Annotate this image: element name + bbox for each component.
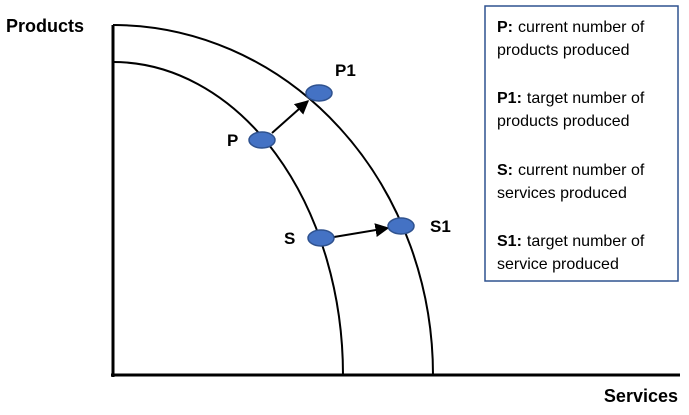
legend-line: P1: target number of bbox=[497, 90, 645, 107]
point-label: S1 bbox=[430, 217, 451, 236]
legend-term: P: bbox=[497, 19, 513, 36]
legend-term: S: bbox=[497, 162, 513, 179]
legend-line: products produced bbox=[497, 42, 630, 59]
point-label: P1 bbox=[335, 61, 356, 80]
legend-line: P: current number of bbox=[497, 19, 645, 36]
inner-curve bbox=[112, 61, 344, 376]
point bbox=[305, 84, 333, 102]
point bbox=[248, 131, 276, 149]
legend-line: S1: target number of bbox=[497, 233, 645, 250]
legend-line: products produced bbox=[497, 113, 630, 130]
point bbox=[387, 217, 415, 235]
arrow bbox=[333, 223, 390, 238]
x-axis-label: Services bbox=[604, 386, 678, 406]
arrow bbox=[271, 100, 310, 134]
legend-line: service produced bbox=[497, 256, 619, 273]
legend-term: P1: bbox=[497, 90, 522, 107]
point-label: P bbox=[227, 131, 238, 150]
legend: P: current number of products produced P1: t… bbox=[497, 19, 645, 273]
legend-text: target number of bbox=[527, 90, 645, 107]
point-label: S bbox=[284, 229, 295, 248]
legend-text: current number of bbox=[518, 19, 645, 36]
point bbox=[307, 229, 335, 247]
y-axis-label: Products bbox=[6, 16, 84, 36]
legend-line: S: current number of bbox=[497, 162, 645, 179]
legend-line: services produced bbox=[497, 185, 627, 202]
legend-box bbox=[484, 5, 679, 282]
outer-curve bbox=[112, 24, 434, 376]
legend-text: current number of bbox=[518, 162, 645, 179]
legend-text: target number of bbox=[527, 233, 645, 250]
legend-term: S1: bbox=[497, 233, 522, 250]
